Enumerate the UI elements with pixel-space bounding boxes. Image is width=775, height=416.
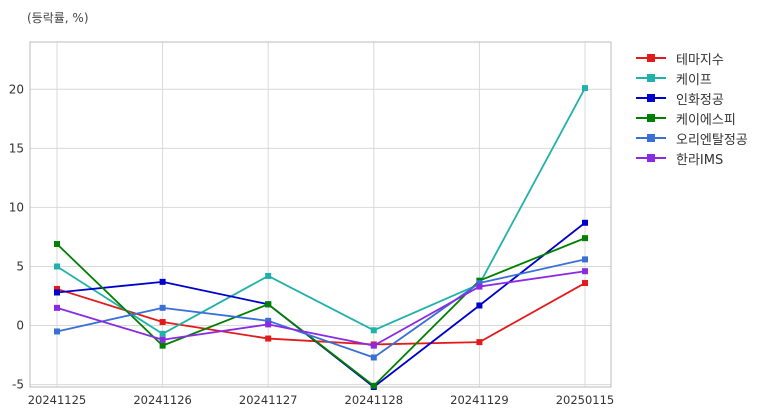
- data-point: [476, 283, 483, 290]
- data-point: [265, 321, 272, 328]
- x-tick-label: 20241129: [450, 393, 509, 407]
- x-tick-label: 20241127: [239, 393, 298, 407]
- legend-item[interactable]: 테마지수: [636, 48, 748, 68]
- data-point: [159, 304, 166, 311]
- plot-frame: [29, 41, 612, 388]
- legend-item[interactable]: 케이에스피: [636, 108, 748, 128]
- legend-label: 케이프: [676, 72, 712, 88]
- data-point: [370, 354, 377, 361]
- x-axis-labels: 20241125 20241126 20241127 20241128 20241129…: [28, 393, 615, 407]
- data-point: [54, 263, 60, 270]
- series-2: [54, 219, 588, 390]
- data-point: [159, 278, 166, 285]
- data-point: [159, 336, 166, 343]
- series-line: [56, 87, 586, 335]
- y-tick-label: 20: [9, 82, 24, 96]
- data-point: [476, 280, 483, 287]
- series-4: [54, 256, 588, 361]
- data-point: [265, 317, 272, 324]
- y-axis-labels: -5 0 5 10 15 20: [9, 82, 24, 391]
- x-tick-label: 20250115: [556, 393, 615, 407]
- y-tick-label: 15: [9, 141, 24, 155]
- legend-swatch: [636, 108, 666, 128]
- data-point: [370, 342, 377, 349]
- data-point: [582, 219, 588, 226]
- data-point: [265, 335, 272, 342]
- data-point: [582, 235, 588, 242]
- data-point: [159, 342, 166, 349]
- series-line: [56, 222, 586, 388]
- data-point: [54, 241, 60, 248]
- series-line: [56, 282, 586, 346]
- data-point: [265, 301, 272, 308]
- legend-item[interactable]: 한라IMS: [636, 148, 748, 168]
- legend-item[interactable]: 오리엔탈정공: [636, 128, 748, 148]
- x-tick-label: 20241128: [345, 393, 404, 407]
- data-point: [582, 256, 588, 263]
- y-tick-label: 0: [16, 319, 24, 333]
- x-tick-label: 20241125: [28, 393, 87, 407]
- data-point: [370, 382, 377, 389]
- data-point: [54, 304, 60, 311]
- legend-swatch: [636, 48, 666, 68]
- legend-label: 한라IMS: [676, 152, 724, 168]
- data-point: [476, 302, 483, 309]
- data-point: [54, 289, 60, 296]
- legend-label: 케이에스피: [676, 112, 736, 128]
- series-line: [56, 270, 586, 347]
- data-point: [54, 285, 60, 292]
- data-point: [159, 319, 166, 326]
- series-3: [54, 235, 588, 389]
- series-line: [56, 237, 586, 387]
- data-point: [159, 330, 166, 337]
- y-tick-label: 5: [16, 259, 24, 273]
- legend-swatch: [636, 128, 666, 148]
- data-point: [54, 328, 60, 335]
- legend-swatch: [636, 68, 666, 88]
- data-point: [582, 85, 588, 92]
- series-1: [54, 85, 588, 337]
- legend-swatch: [636, 148, 666, 168]
- unit-label: (등락률, %): [27, 11, 89, 25]
- legend-label: 테마지수: [676, 52, 724, 68]
- x-tick-label: 20241126: [133, 393, 192, 407]
- series-line: [56, 258, 586, 359]
- legend-label: 오리엔탈정공: [676, 132, 748, 148]
- data-point: [265, 272, 272, 279]
- data-point: [476, 339, 483, 346]
- data-point: [370, 327, 377, 334]
- legend-swatch: [636, 88, 666, 108]
- series-5: [54, 268, 588, 349]
- y-tick-label: 10: [9, 200, 24, 214]
- legend-item[interactable]: 케이프: [636, 68, 748, 88]
- y-tick-label: -5: [12, 378, 24, 392]
- data-point: [582, 280, 588, 287]
- legend-item[interactable]: 인화정공: [636, 88, 748, 108]
- data-point: [582, 268, 588, 275]
- legend-label: 인화정공: [676, 92, 724, 108]
- series-lines: [54, 85, 588, 390]
